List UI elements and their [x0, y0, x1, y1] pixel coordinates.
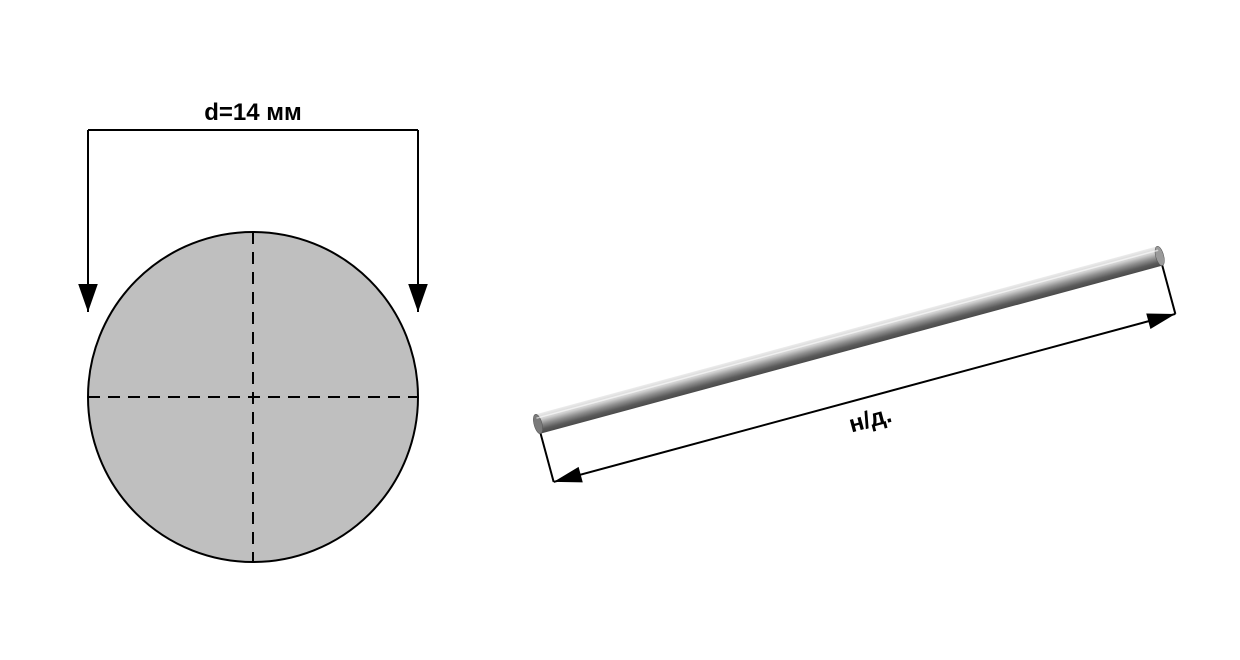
diameter-label: d=14 мм: [204, 99, 302, 126]
rod-view-group: н/д.: [532, 245, 1185, 516]
length-label: н/д.: [846, 401, 895, 438]
dim-left-arrow: [78, 284, 98, 312]
dim-right-arrow: [408, 284, 428, 312]
technical-diagram: d=14 мм: [0, 0, 1240, 660]
rod-body: [532, 245, 1167, 434]
cross-section-group: d=14 мм: [78, 99, 428, 562]
